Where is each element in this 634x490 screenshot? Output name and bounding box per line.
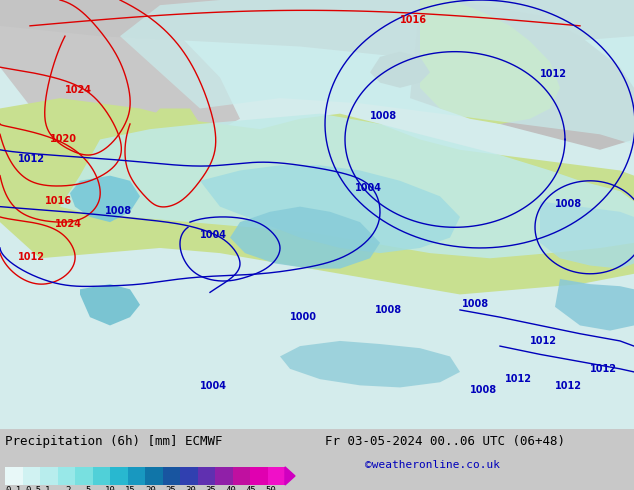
- Text: 20: 20: [145, 486, 156, 490]
- Polygon shape: [150, 108, 200, 152]
- Polygon shape: [0, 0, 634, 57]
- Text: 1008: 1008: [370, 111, 397, 121]
- Polygon shape: [540, 201, 634, 269]
- Bar: [110, 467, 127, 485]
- Bar: [162, 467, 180, 485]
- Polygon shape: [60, 114, 634, 258]
- Text: 25: 25: [165, 486, 176, 490]
- Text: Precipitation (6h) [mm] ECMWF: Precipitation (6h) [mm] ECMWF: [5, 435, 223, 448]
- Text: 1012: 1012: [540, 70, 567, 79]
- Polygon shape: [420, 0, 560, 124]
- Text: 0.5: 0.5: [25, 486, 41, 490]
- Bar: [40, 467, 58, 485]
- Text: ©weatheronline.co.uk: ©weatheronline.co.uk: [365, 460, 500, 470]
- Text: 1008: 1008: [555, 198, 582, 209]
- Text: 1: 1: [45, 486, 50, 490]
- Text: 5: 5: [85, 486, 91, 490]
- Text: 15: 15: [125, 486, 136, 490]
- Text: 1012: 1012: [555, 382, 582, 392]
- Text: 1012: 1012: [505, 374, 532, 384]
- Polygon shape: [285, 467, 295, 485]
- Text: 1004: 1004: [200, 230, 227, 240]
- Bar: [22, 467, 40, 485]
- Text: 1012: 1012: [590, 364, 617, 374]
- Text: 0.1: 0.1: [5, 486, 21, 490]
- Text: 1008: 1008: [462, 299, 489, 309]
- Text: 1000: 1000: [290, 312, 317, 322]
- Polygon shape: [120, 0, 634, 145]
- Text: 1024: 1024: [55, 220, 82, 229]
- Text: 1012: 1012: [18, 252, 45, 262]
- Bar: [250, 467, 268, 485]
- Text: 1012: 1012: [530, 336, 557, 346]
- Text: Fr 03-05-2024 00..06 UTC (06+48): Fr 03-05-2024 00..06 UTC (06+48): [325, 435, 565, 448]
- Text: 45: 45: [245, 486, 256, 490]
- Text: 1008: 1008: [105, 206, 132, 216]
- Bar: [93, 467, 110, 485]
- Polygon shape: [200, 165, 460, 253]
- Polygon shape: [0, 0, 634, 119]
- Bar: [198, 467, 215, 485]
- Bar: [145, 467, 162, 485]
- Bar: [5, 467, 22, 485]
- Polygon shape: [555, 279, 634, 331]
- Polygon shape: [70, 175, 140, 222]
- Polygon shape: [0, 0, 634, 429]
- Text: 1004: 1004: [355, 183, 382, 193]
- Bar: [180, 467, 198, 485]
- Text: 1024: 1024: [65, 85, 92, 95]
- Polygon shape: [280, 341, 460, 388]
- Text: 40: 40: [225, 486, 236, 490]
- Text: 50: 50: [265, 486, 276, 490]
- Polygon shape: [0, 98, 634, 294]
- Text: 30: 30: [185, 486, 196, 490]
- Bar: [75, 467, 93, 485]
- Bar: [233, 467, 250, 485]
- Polygon shape: [80, 284, 140, 325]
- Polygon shape: [0, 0, 240, 201]
- Text: 1008: 1008: [470, 385, 497, 394]
- Text: 1012: 1012: [18, 154, 45, 164]
- Text: 1008: 1008: [375, 305, 402, 315]
- Bar: [215, 467, 233, 485]
- Bar: [268, 467, 285, 485]
- Polygon shape: [410, 0, 634, 150]
- Text: 1020: 1020: [50, 134, 77, 144]
- Text: 1016: 1016: [400, 15, 427, 24]
- Text: 1016: 1016: [45, 196, 72, 205]
- Text: 10: 10: [105, 486, 116, 490]
- Text: 1004: 1004: [200, 382, 227, 392]
- Bar: [58, 467, 75, 485]
- Text: 35: 35: [205, 486, 216, 490]
- Text: 2: 2: [65, 486, 70, 490]
- Bar: [127, 467, 145, 485]
- Polygon shape: [370, 51, 430, 88]
- Polygon shape: [230, 207, 380, 269]
